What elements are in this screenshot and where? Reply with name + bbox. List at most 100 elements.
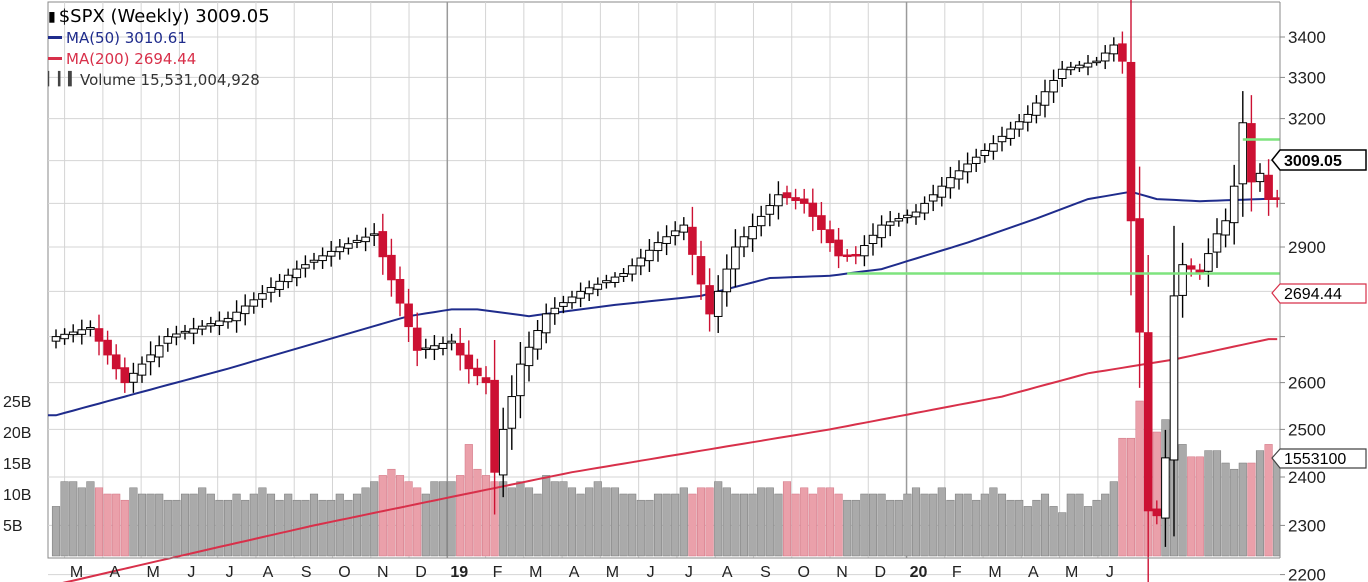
volume-bar bbox=[1212, 450, 1222, 557]
candle bbox=[146, 341, 155, 376]
candle bbox=[473, 358, 482, 386]
volume-tag: 1553100 bbox=[1271, 448, 1367, 469]
candle bbox=[928, 184, 938, 212]
candle bbox=[1075, 60, 1084, 73]
volume-bar bbox=[1221, 462, 1230, 557]
volume-bar bbox=[731, 493, 740, 557]
price-tick-label: 3300 bbox=[1288, 68, 1326, 87]
volume-bar bbox=[567, 487, 577, 557]
volume-bar bbox=[559, 481, 568, 557]
candle bbox=[636, 248, 646, 276]
candle bbox=[1049, 69, 1058, 103]
candle bbox=[1238, 91, 1248, 217]
candle bbox=[989, 135, 998, 160]
candle bbox=[911, 204, 921, 225]
candle bbox=[1221, 208, 1230, 248]
x-tick-label: S bbox=[301, 564, 312, 581]
volume-bar bbox=[800, 487, 809, 557]
candle bbox=[1143, 255, 1153, 582]
volume-bar bbox=[361, 487, 370, 557]
volume-bar bbox=[1083, 506, 1093, 557]
volume-bar bbox=[671, 493, 680, 557]
x-tick-label: M bbox=[146, 564, 159, 581]
candle bbox=[283, 268, 293, 289]
volume-label: Volume 15,531,004,928 bbox=[80, 70, 260, 89]
volume-bar bbox=[989, 487, 998, 557]
x-tick-label: A bbox=[1028, 564, 1039, 581]
candle bbox=[1032, 95, 1041, 124]
volume-bar bbox=[172, 499, 181, 557]
candle bbox=[516, 341, 525, 419]
candle bbox=[524, 331, 534, 382]
candle bbox=[215, 311, 224, 336]
volume-bar bbox=[69, 481, 78, 557]
volume-bar bbox=[524, 487, 534, 557]
x-tick-label: D bbox=[415, 564, 427, 581]
candle bbox=[361, 227, 370, 252]
candle bbox=[662, 225, 671, 256]
candle bbox=[77, 319, 87, 345]
volume-bar bbox=[980, 493, 989, 557]
volume-bar bbox=[1023, 506, 1032, 557]
volume-bar bbox=[1015, 499, 1024, 557]
x-tick-label: O bbox=[798, 564, 810, 581]
plot-frame bbox=[47, 1, 1281, 559]
candle bbox=[533, 319, 542, 360]
candle bbox=[860, 235, 869, 267]
candle bbox=[937, 177, 947, 207]
volume-bar bbox=[258, 487, 267, 557]
volume-bar bbox=[77, 487, 86, 557]
ma200-line bbox=[62, 338, 1278, 582]
legend-ma200-row: MA(200) 2694.44 bbox=[48, 48, 270, 69]
volume-bar bbox=[215, 499, 224, 557]
ma200-label: MA(200) 2694.44 bbox=[66, 49, 197, 68]
volume-bar bbox=[911, 487, 921, 557]
candle bbox=[51, 329, 61, 349]
volume-bar bbox=[886, 499, 895, 557]
volume-bar bbox=[1032, 499, 1041, 557]
volume-bar bbox=[344, 499, 353, 557]
volume-bar bbox=[413, 487, 422, 557]
volume-bar bbox=[705, 487, 714, 557]
legend-title-row: ▮ $SPX (Weekly) 3009.05 bbox=[48, 6, 270, 27]
volume-tick-label: 5B bbox=[3, 518, 23, 535]
volume-tag-label: 1553100 bbox=[1284, 451, 1346, 468]
x-tick-label: N bbox=[377, 564, 389, 581]
candle bbox=[791, 188, 800, 210]
candle bbox=[610, 272, 620, 288]
volume-bar bbox=[327, 499, 336, 557]
candle bbox=[292, 260, 302, 287]
candle bbox=[68, 324, 78, 343]
candle bbox=[352, 234, 362, 249]
volume-bar bbox=[834, 493, 843, 557]
candle bbox=[954, 160, 964, 190]
candle bbox=[1229, 164, 1239, 245]
volume-bar bbox=[954, 493, 964, 557]
volume-bar bbox=[456, 475, 465, 557]
candle bbox=[705, 268, 714, 332]
volume-bar bbox=[189, 493, 198, 557]
candle bbox=[1066, 61, 1076, 76]
candle bbox=[86, 320, 95, 337]
candle bbox=[868, 223, 878, 256]
volume-bar bbox=[610, 487, 620, 557]
candle bbox=[1169, 225, 1179, 537]
candle bbox=[438, 336, 448, 356]
volume-bar bbox=[550, 481, 559, 557]
volume-bar bbox=[1040, 493, 1050, 557]
volume-bar bbox=[1075, 493, 1084, 557]
volume-bar bbox=[155, 493, 164, 557]
volume-bar bbox=[1238, 462, 1247, 557]
candle bbox=[1014, 114, 1024, 137]
candle bbox=[851, 246, 861, 265]
volume-bar bbox=[421, 493, 430, 557]
volume-bar bbox=[808, 493, 817, 557]
volume-tick-label: 15B bbox=[3, 456, 31, 473]
candle bbox=[688, 206, 697, 276]
volume-bar bbox=[507, 487, 516, 557]
candle bbox=[1083, 55, 1093, 76]
candle bbox=[817, 202, 826, 244]
volume-bar bbox=[929, 493, 938, 557]
candle bbox=[129, 362, 138, 393]
volume-bar bbox=[825, 487, 835, 557]
